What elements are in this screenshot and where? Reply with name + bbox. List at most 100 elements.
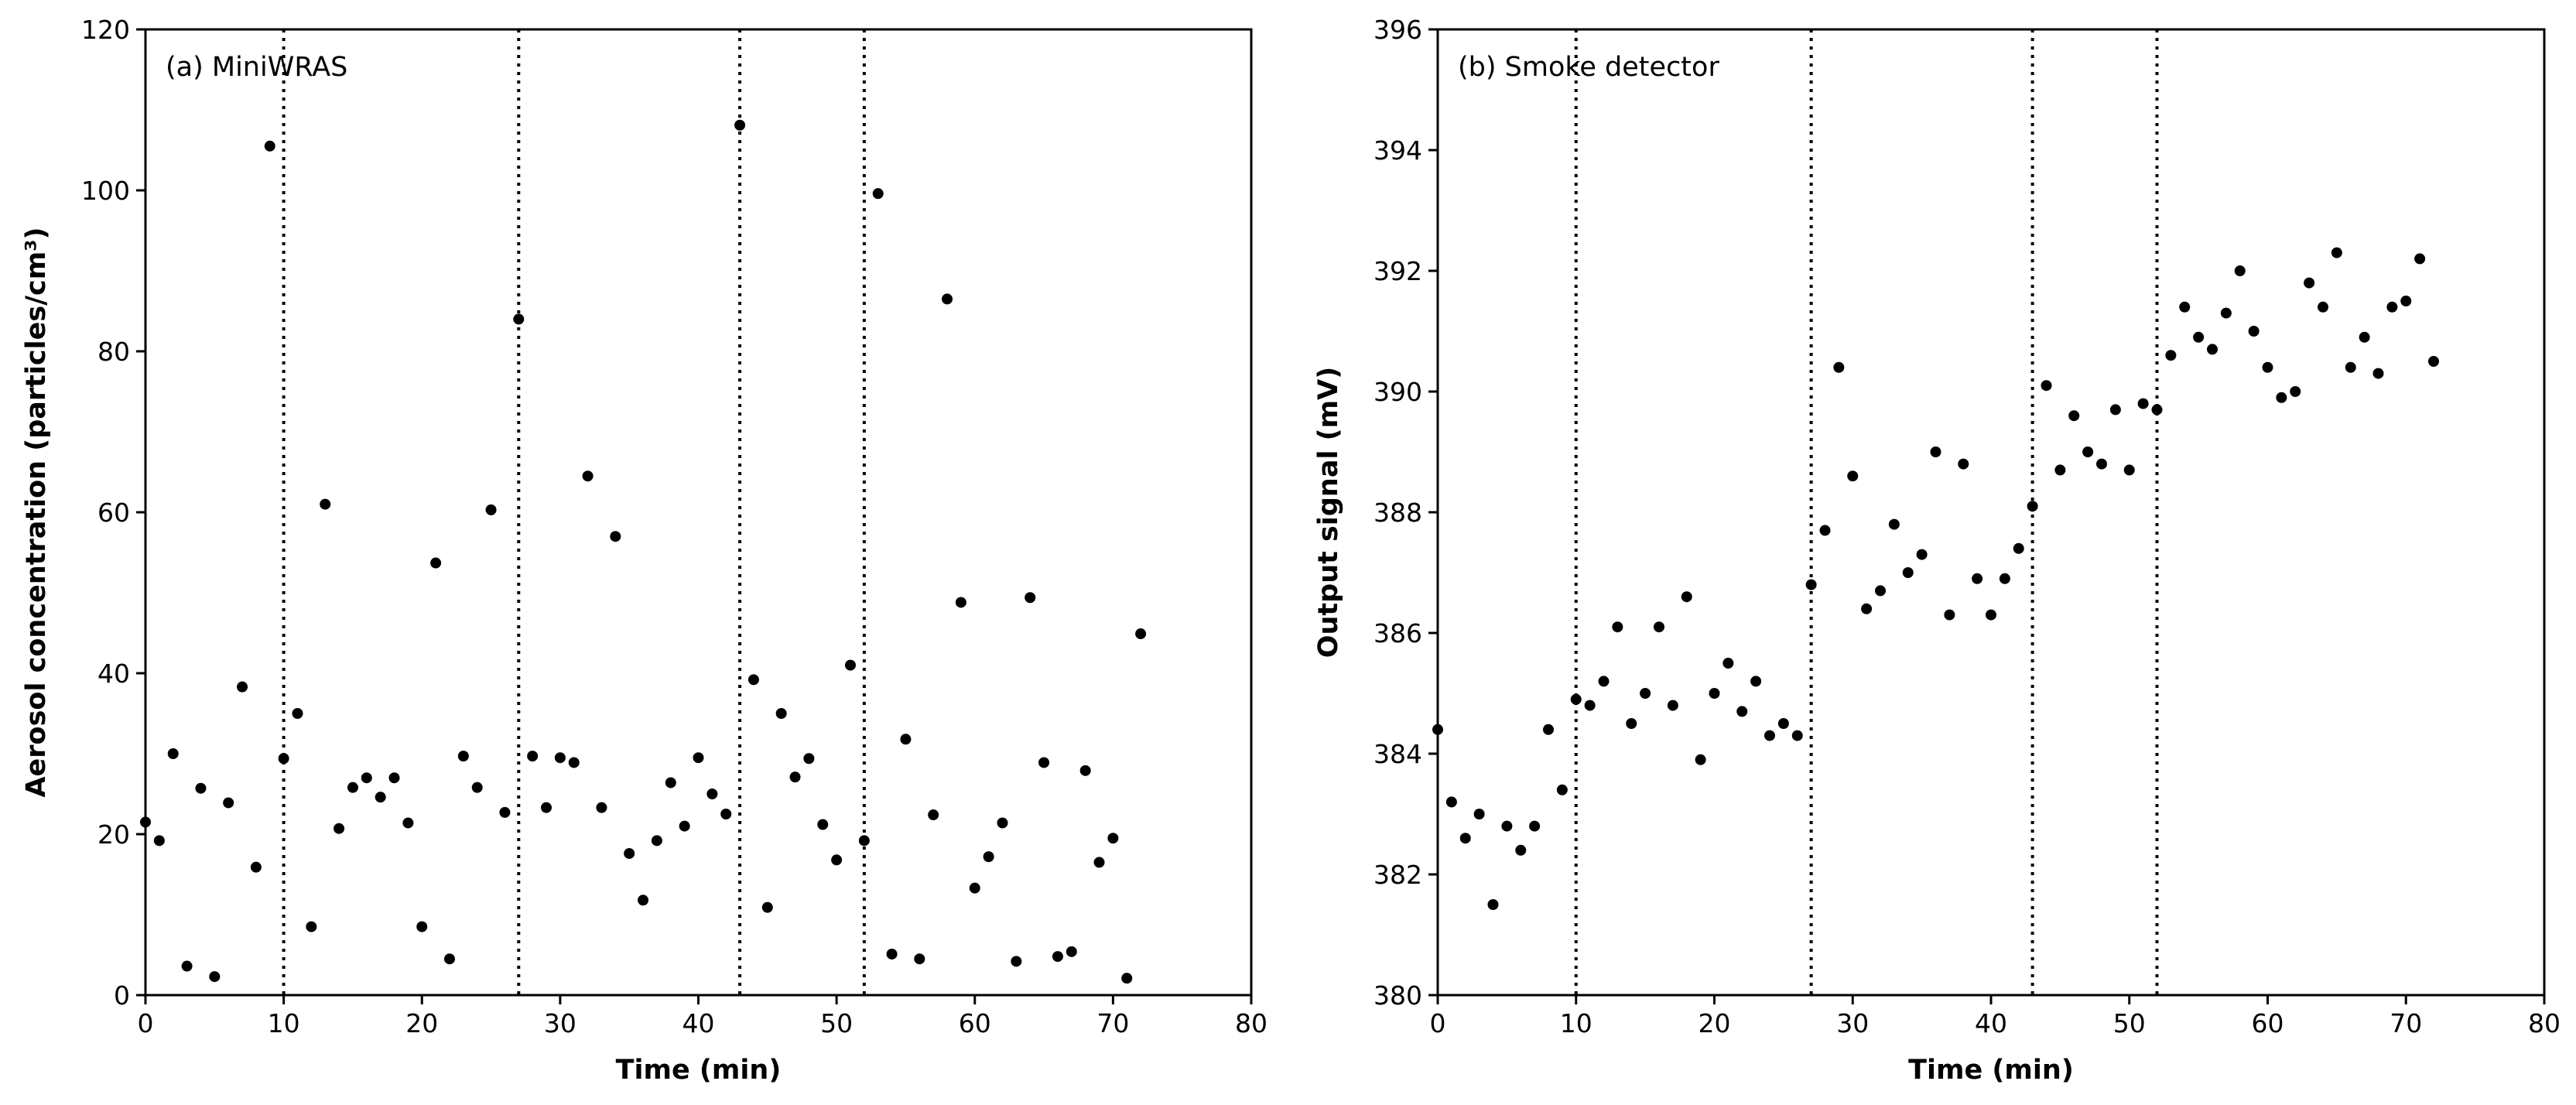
data-point — [1681, 591, 1692, 603]
data-point — [2068, 410, 2080, 422]
y-axis-label: Aerosol concentration (particles/cm³) — [21, 227, 52, 797]
data-point — [1764, 730, 1775, 741]
data-point — [306, 921, 317, 932]
data-point — [375, 792, 386, 803]
data-point — [485, 504, 497, 515]
data-point — [2304, 277, 2315, 289]
data-point — [624, 847, 635, 859]
data-point — [1025, 592, 1036, 604]
data-point — [2262, 361, 2273, 373]
data-point — [2400, 296, 2412, 306]
data-point — [2096, 458, 2107, 470]
data-point — [347, 782, 358, 793]
data-point — [997, 817, 1008, 829]
x-tick-label: 30 — [1836, 1008, 1869, 1038]
data-point — [900, 734, 912, 745]
data-point — [2151, 404, 2163, 416]
data-point — [720, 809, 732, 819]
data-point — [679, 820, 690, 832]
data-point — [1736, 706, 1748, 717]
data-point — [1107, 833, 1119, 844]
data-point — [1722, 658, 1734, 669]
data-point — [1902, 567, 1914, 578]
x-tick-label: 20 — [1699, 1008, 1731, 1038]
x-tick-label: 70 — [2390, 1008, 2422, 1038]
data-point — [334, 823, 345, 834]
y-tick-label: 388 — [1374, 498, 1422, 528]
data-point — [2290, 386, 2301, 397]
x-tick-label: 50 — [2113, 1008, 2146, 1038]
data-point — [2234, 265, 2246, 276]
data-point — [2041, 380, 2052, 392]
data-point — [817, 819, 829, 830]
data-point — [638, 895, 649, 906]
data-point — [195, 782, 207, 794]
data-point — [1667, 700, 1678, 711]
x-axis-label: Time (min) — [616, 1055, 782, 1086]
plot-frame — [1436, 28, 2546, 997]
y-tick-label: 394 — [1374, 135, 1422, 166]
data-point — [416, 921, 428, 932]
data-point — [1543, 724, 1554, 735]
data-point — [1487, 899, 1499, 910]
data-point — [2276, 392, 2287, 403]
data-point — [734, 119, 746, 131]
data-point — [250, 861, 262, 873]
data-point — [1079, 765, 1091, 776]
data-point — [665, 777, 676, 789]
data-point — [1958, 458, 1969, 470]
x-tick-label: 0 — [1430, 1008, 1446, 1038]
y-tick-label: 120 — [81, 15, 130, 45]
data-point — [2359, 331, 2370, 343]
data-point — [928, 809, 939, 821]
data-point — [2013, 542, 2024, 554]
data-point — [651, 835, 662, 847]
y-tick-label: 386 — [1374, 618, 1422, 648]
data-point — [747, 674, 759, 686]
data-point — [153, 835, 165, 847]
data-point — [499, 806, 511, 818]
y-tick-label: 0 — [114, 980, 130, 1011]
data-point — [610, 531, 621, 542]
data-point — [320, 498, 331, 510]
data-point — [2109, 404, 2121, 416]
data-point — [2082, 446, 2094, 457]
x-tick-label: 60 — [2252, 1008, 2284, 1038]
data-point — [209, 971, 221, 983]
y-tick-label: 80 — [97, 337, 130, 367]
data-point — [1986, 609, 1996, 621]
data-point — [1999, 573, 2010, 584]
data-point — [858, 835, 870, 847]
data-point — [693, 752, 704, 764]
data-point — [1570, 693, 1582, 705]
data-point — [2179, 301, 2191, 313]
data-point — [596, 802, 607, 813]
data-point — [872, 188, 884, 200]
data-point — [568, 757, 580, 768]
data-point — [1805, 579, 1817, 590]
data-point — [1709, 688, 1720, 699]
data-point — [402, 817, 414, 829]
data-point — [1916, 549, 1928, 560]
data-point — [1944, 609, 1955, 621]
x-tick-label: 60 — [959, 1008, 991, 1038]
data-point — [443, 953, 455, 965]
data-point — [2331, 247, 2342, 258]
panel-a-miniwras: 0 10 20 30 40 50 60 70 80 0 20 40 60 80 100 120 Time (mi… — [21, 15, 1267, 1086]
data-point — [831, 854, 843, 866]
data-point — [1777, 718, 1789, 729]
y-tick-label: 390 — [1374, 377, 1422, 407]
data-point — [1861, 603, 1873, 614]
x-tick-label: 80 — [1235, 1008, 1267, 1038]
data-point — [1847, 470, 1859, 482]
data-point — [181, 960, 193, 972]
data-point — [914, 953, 925, 965]
data-point — [527, 751, 539, 762]
data-point — [471, 782, 483, 793]
data-point — [1695, 754, 1706, 765]
data-point — [1833, 361, 1845, 373]
data-point — [292, 708, 303, 719]
panel-annotation: (a) MiniWRAS — [166, 52, 347, 83]
data-point — [2318, 301, 2328, 313]
data-point — [2220, 307, 2232, 319]
